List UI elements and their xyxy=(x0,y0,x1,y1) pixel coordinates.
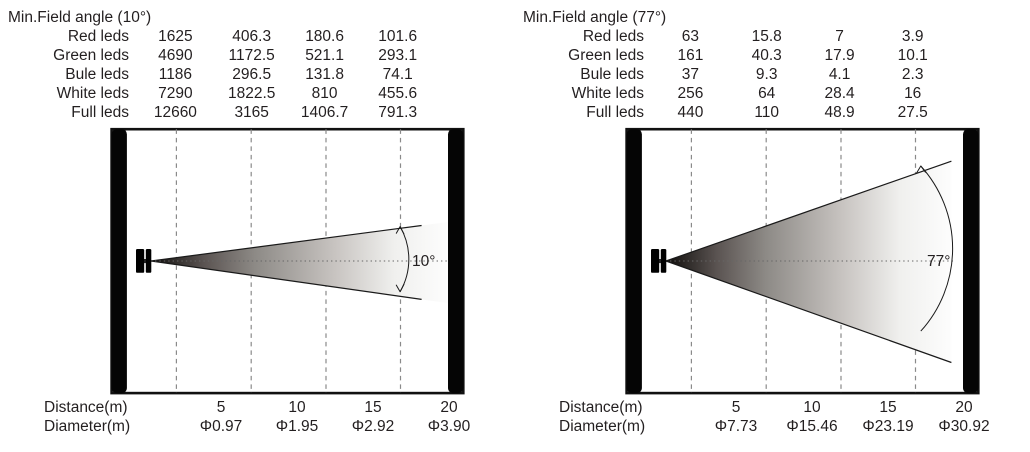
svg-text:77°: 77° xyxy=(927,253,950,270)
svg-text:10°: 10° xyxy=(412,253,435,270)
